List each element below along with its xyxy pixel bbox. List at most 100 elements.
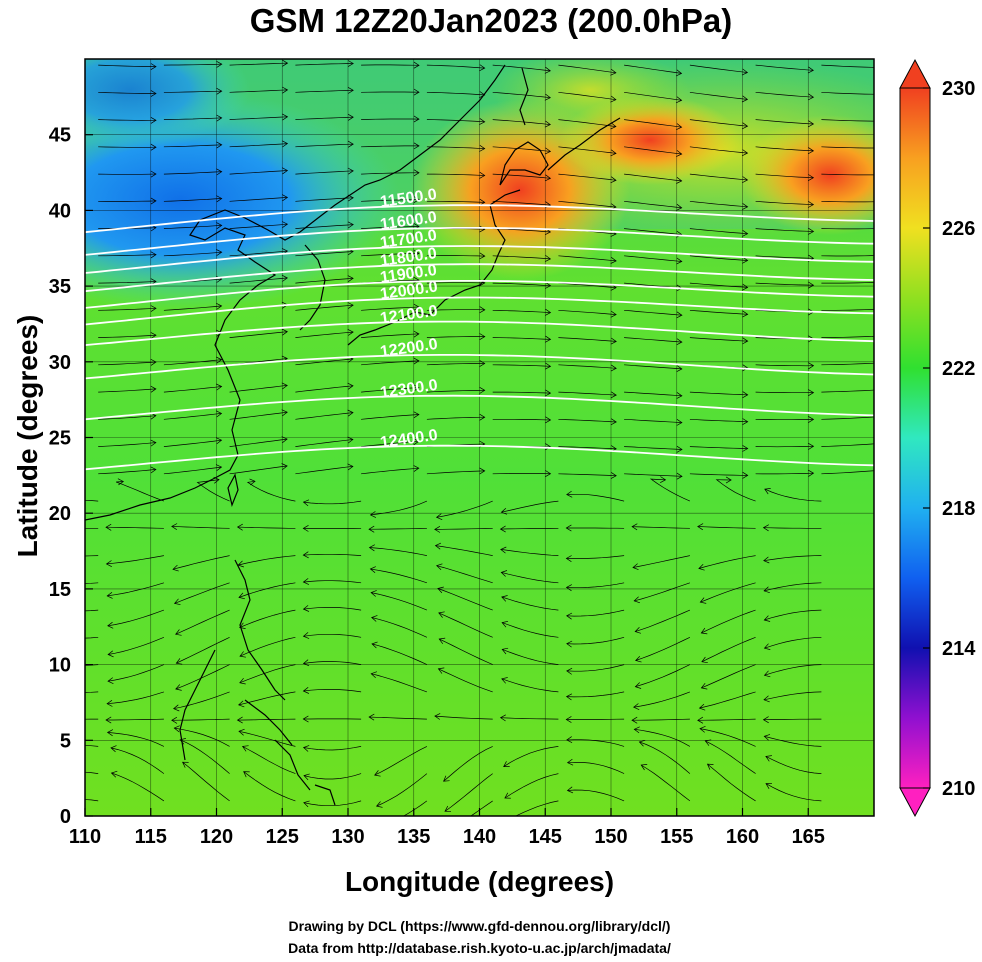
streamline <box>238 555 296 566</box>
streamline <box>242 746 296 774</box>
streamline <box>624 91 682 101</box>
streamline-arrow <box>413 357 420 365</box>
streamline <box>171 718 230 721</box>
streamline-arrow <box>633 726 640 734</box>
streamline-arrow <box>873 198 874 200</box>
streamline <box>85 499 99 502</box>
streamline-arrow <box>873 252 874 253</box>
streamline <box>371 617 428 638</box>
streamline-arrow <box>41 803 47 809</box>
streamline-arrow <box>110 745 117 753</box>
streamline <box>558 446 617 450</box>
streamline-arrow <box>238 700 245 708</box>
streamline-arrow <box>347 86 354 94</box>
streamline <box>763 555 822 562</box>
streamline-arrow <box>368 525 375 533</box>
streamline <box>500 549 559 556</box>
streamline-arrow <box>566 490 573 498</box>
streamline-arrow <box>741 149 749 157</box>
streamline-arrow <box>676 365 683 373</box>
streamline <box>634 728 691 747</box>
y-tick-label: 0 <box>60 806 71 828</box>
streamline <box>558 119 616 127</box>
streamline-arrow <box>282 113 289 121</box>
streamline <box>163 198 222 202</box>
streamline <box>239 609 296 628</box>
streamline-arrow <box>347 221 354 229</box>
streamline-arrow <box>742 176 749 184</box>
streamline <box>437 588 493 611</box>
streamline-arrow <box>347 382 354 390</box>
streamline-arrow <box>238 592 245 600</box>
streamline <box>624 119 682 128</box>
streamline <box>755 364 814 367</box>
streamline <box>821 416 874 420</box>
streamline <box>624 418 682 423</box>
streamline <box>689 146 748 154</box>
grid-lines <box>85 59 874 816</box>
streamline-arrow <box>698 703 706 711</box>
streamline <box>163 171 222 175</box>
streamline <box>434 527 493 530</box>
streamline-arrow <box>107 650 114 658</box>
streamline-arrow <box>347 140 354 148</box>
streamline <box>689 91 748 100</box>
streamline <box>689 282 748 288</box>
streamline <box>174 582 230 604</box>
streamline-arrow <box>676 257 683 265</box>
streamline-arrow <box>347 113 354 121</box>
streamline-arrow <box>375 801 383 808</box>
streamline-arrow <box>676 311 683 319</box>
streamline-arrow <box>150 90 157 97</box>
streamline-arrow <box>282 86 289 94</box>
streamline <box>229 331 288 338</box>
streamline-arrow <box>150 466 157 474</box>
streamline <box>558 146 617 154</box>
streamline <box>376 773 428 807</box>
streamline <box>639 741 691 774</box>
streamline <box>106 718 164 721</box>
streamline <box>566 555 625 559</box>
streamline-arrow <box>479 306 486 314</box>
streamline-arrow <box>808 416 815 423</box>
colorbar-tick-label: 226 <box>942 218 975 240</box>
streamline <box>115 481 165 502</box>
streamline-arrow <box>347 409 354 417</box>
streamline-arrow <box>150 197 157 205</box>
streamline <box>699 691 756 709</box>
streamline-arrow <box>175 629 182 636</box>
streamline-arrow <box>566 667 573 675</box>
streamline <box>163 225 222 229</box>
streamline <box>98 415 156 420</box>
y-tick-label: 40 <box>49 200 71 222</box>
contour-line <box>85 394 874 421</box>
streamline <box>821 362 874 366</box>
streamline <box>361 440 419 447</box>
coastlines <box>85 64 621 806</box>
streamline-arrow <box>302 524 309 532</box>
streamline <box>361 467 419 475</box>
streamline <box>558 91 616 101</box>
colorbar-bar <box>899 87 931 789</box>
streamline <box>175 609 230 635</box>
streamline-arrow <box>150 170 157 178</box>
streamline-arrow <box>479 118 486 125</box>
streamline <box>229 250 288 257</box>
streamline <box>689 309 748 315</box>
streamline <box>303 689 362 693</box>
streamline <box>295 116 354 120</box>
streamline <box>426 64 485 69</box>
streamline-arrow <box>545 389 552 397</box>
credit-data: Data from http://database.rish.kyoto-u.a… <box>288 940 671 956</box>
streamline <box>558 64 616 74</box>
streamline <box>402 800 428 816</box>
streamline <box>501 572 559 584</box>
map-area: 11500.011600.011700.011800.011900.012000… <box>41 59 874 816</box>
streamline <box>110 747 165 774</box>
streamline-arrow <box>544 174 552 182</box>
streamline-arrow <box>632 563 639 571</box>
streamline-arrow <box>742 310 749 318</box>
streamline-arrow <box>763 615 771 622</box>
streamline <box>624 364 682 370</box>
streamline <box>361 360 419 366</box>
